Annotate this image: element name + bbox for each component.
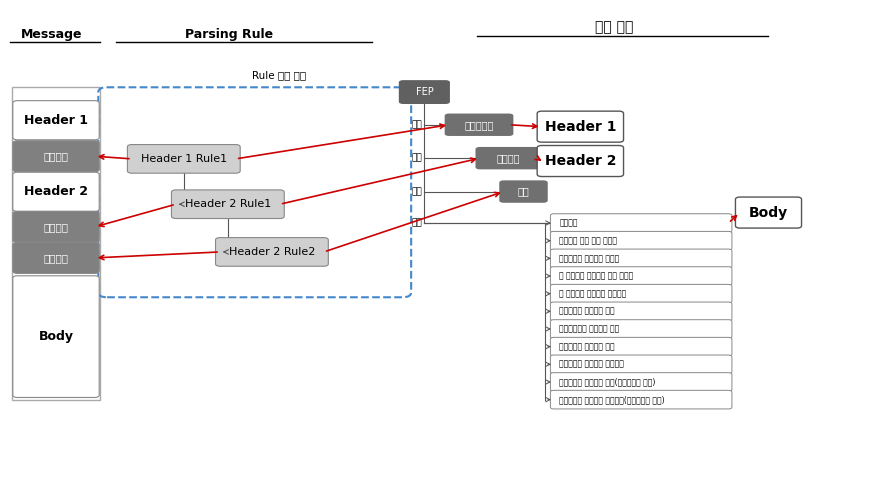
- Text: 세금우대: 세금우대: [497, 153, 521, 163]
- Text: 주가가입 금액 조회 정보부: 주가가입 금액 조회 정보부: [560, 236, 617, 245]
- FancyBboxPatch shape: [551, 231, 732, 250]
- FancyBboxPatch shape: [537, 111, 623, 142]
- FancyBboxPatch shape: [216, 238, 328, 266]
- Text: 해당계좌번호 등록내용 조회: 해당계좌번호 등록내용 조회: [560, 324, 620, 334]
- FancyBboxPatch shape: [551, 390, 732, 409]
- FancyBboxPatch shape: [551, 284, 732, 303]
- Text: Header 1 Rule1: Header 1 Rule1: [141, 154, 227, 164]
- Text: Rule 정의 노드: Rule 정의 노드: [252, 71, 306, 80]
- Text: Header 2: Header 2: [24, 185, 88, 198]
- FancyBboxPatch shape: [171, 190, 285, 218]
- FancyBboxPatch shape: [12, 87, 100, 400]
- Text: 전 금융기관 등록내용 조회 정보부: 전 금융기관 등록내용 조회 정보부: [560, 272, 634, 280]
- Text: Header 2 Rule1: Header 2 Rule1: [185, 199, 271, 209]
- Text: 업무코드: 업무코드: [43, 151, 69, 161]
- Text: 업무: 업무: [412, 154, 423, 163]
- FancyBboxPatch shape: [551, 249, 732, 268]
- FancyBboxPatch shape: [551, 355, 732, 373]
- Text: 거래 트리: 거래 트리: [595, 21, 633, 35]
- FancyBboxPatch shape: [735, 197, 802, 228]
- Text: 거래: 거래: [412, 218, 423, 228]
- FancyBboxPatch shape: [127, 144, 240, 173]
- Text: 저축종류별 한도조회 정보부: 저축종류별 한도조회 정보부: [560, 254, 620, 263]
- Text: Header 1: Header 1: [545, 120, 616, 133]
- Text: 저축종류별 세부내역 조회: 저축종류별 세부내역 조회: [560, 342, 615, 351]
- FancyBboxPatch shape: [499, 180, 548, 203]
- FancyBboxPatch shape: [551, 214, 732, 232]
- Text: Header 2: Header 2: [545, 154, 616, 168]
- Text: 저축종류별 세부내역 주가조회: 저축종류별 세부내역 주가조회: [560, 360, 624, 369]
- Text: Body: Body: [749, 205, 788, 219]
- Text: Header 2 Rule2: Header 2 Rule2: [229, 247, 315, 257]
- FancyBboxPatch shape: [551, 320, 732, 338]
- Text: Parsing Rule: Parsing Rule: [185, 28, 273, 41]
- Text: 조회: 조회: [518, 187, 530, 197]
- Text: 거래코드: 거래코드: [43, 253, 69, 263]
- FancyBboxPatch shape: [476, 147, 542, 169]
- FancyBboxPatch shape: [537, 145, 623, 177]
- FancyBboxPatch shape: [13, 141, 99, 172]
- Text: 저축종류별 세부내역 조회(만기일연장 포함): 저축종류별 세부내역 조회(만기일연장 포함): [560, 377, 656, 386]
- Text: 기관: 기관: [412, 120, 423, 129]
- FancyBboxPatch shape: [551, 337, 732, 356]
- FancyBboxPatch shape: [13, 276, 99, 397]
- Text: Header 1: Header 1: [24, 114, 88, 127]
- FancyBboxPatch shape: [13, 242, 99, 274]
- Text: 저축종류별 세부내역 조회: 저축종류별 세부내역 조회: [560, 307, 615, 316]
- Text: 저축종류별 세부내역 주가조회(만기일연장 포함): 저축종류별 세부내역 주가조회(만기일연장 포함): [560, 395, 665, 404]
- FancyBboxPatch shape: [13, 101, 99, 140]
- FancyBboxPatch shape: [551, 267, 732, 285]
- FancyBboxPatch shape: [13, 211, 99, 242]
- Text: 전 금융기관 등록내용 주가조회: 전 금융기관 등록내용 주가조회: [560, 289, 627, 298]
- Text: 종류코드: 종류코드: [43, 222, 69, 232]
- FancyBboxPatch shape: [13, 172, 99, 211]
- FancyBboxPatch shape: [445, 114, 514, 136]
- Text: 종별: 종별: [412, 187, 423, 196]
- FancyBboxPatch shape: [551, 302, 732, 321]
- Text: Message: Message: [21, 28, 82, 41]
- Text: 은행연합회: 은행연합회: [464, 120, 493, 130]
- Text: 한도조회: 한도조회: [560, 218, 578, 228]
- FancyBboxPatch shape: [551, 372, 732, 391]
- Text: FEP: FEP: [415, 87, 433, 97]
- FancyBboxPatch shape: [399, 80, 450, 104]
- Text: Body: Body: [39, 330, 73, 343]
